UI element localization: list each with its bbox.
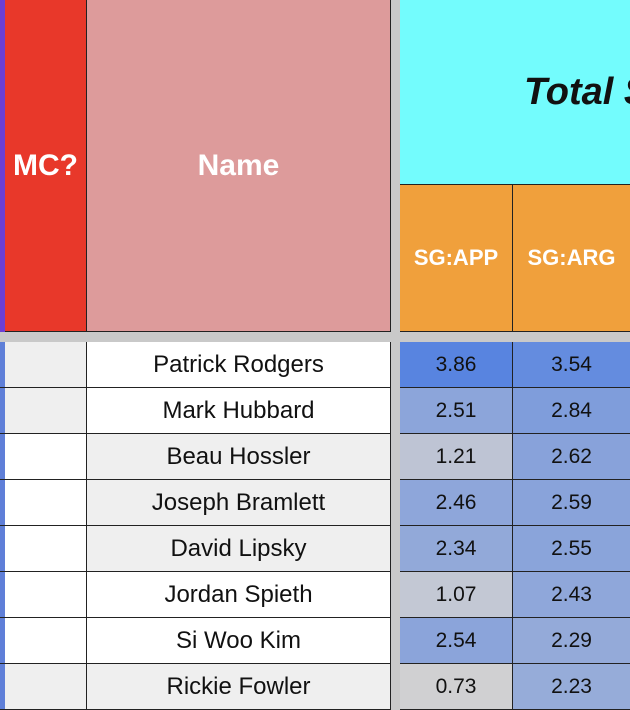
mc-cell bbox=[5, 618, 87, 664]
sg-app-value: 1.21 bbox=[400, 434, 513, 480]
sg-app-value: 2.46 bbox=[400, 480, 513, 526]
sg-app-value: 2.54 bbox=[400, 618, 513, 664]
sg-arg-value: 2.84 bbox=[513, 388, 630, 434]
row-edge bbox=[0, 618, 5, 664]
sg-arg-value: 2.43 bbox=[513, 572, 630, 618]
sg-arg-value: 2.55 bbox=[513, 526, 630, 572]
player-name: Mark Hubbard bbox=[87, 388, 391, 434]
mc-cell bbox=[5, 664, 87, 710]
sg-arg-value: 2.62 bbox=[513, 434, 630, 480]
mc-cell bbox=[5, 480, 87, 526]
header-edge bbox=[0, 0, 5, 332]
player-name: Joseph Bramlett bbox=[87, 480, 391, 526]
row-edge bbox=[0, 434, 5, 480]
sg-app-header: SG:APP bbox=[400, 185, 513, 332]
sg-app-value: 2.34 bbox=[400, 526, 513, 572]
player-name: Beau Hossler bbox=[87, 434, 391, 480]
row-edge bbox=[0, 572, 5, 618]
mc-header: MC? bbox=[5, 0, 87, 332]
sg-app-value: 3.86 bbox=[400, 342, 513, 388]
mc-cell bbox=[5, 388, 87, 434]
group-header: Total S bbox=[400, 0, 630, 185]
mc-cell bbox=[5, 526, 87, 572]
sg-arg-value: 2.23 bbox=[513, 664, 630, 710]
mc-cell bbox=[5, 572, 87, 618]
mc-cell bbox=[5, 342, 87, 388]
name-header: Name bbox=[87, 0, 391, 332]
player-name: Si Woo Kim bbox=[87, 618, 391, 664]
sg-app-value: 2.51 bbox=[400, 388, 513, 434]
row-edge bbox=[0, 342, 5, 388]
player-name: David Lipsky bbox=[87, 526, 391, 572]
player-name: Jordan Spieth bbox=[87, 572, 391, 618]
sg-arg-value: 2.59 bbox=[513, 480, 630, 526]
row-edge bbox=[0, 480, 5, 526]
sg-arg-value: 2.29 bbox=[513, 618, 630, 664]
sg-app-value: 1.07 bbox=[400, 572, 513, 618]
sg-arg-header: SG:ARG bbox=[513, 185, 630, 332]
sg-app-value: 0.73 bbox=[400, 664, 513, 710]
player-name: Patrick Rodgers bbox=[87, 342, 391, 388]
mc-cell bbox=[5, 434, 87, 480]
row-edge bbox=[0, 526, 5, 572]
player-name: Rickie Fowler bbox=[87, 664, 391, 710]
row-edge bbox=[0, 388, 5, 434]
sg-arg-value: 3.54 bbox=[513, 342, 630, 388]
